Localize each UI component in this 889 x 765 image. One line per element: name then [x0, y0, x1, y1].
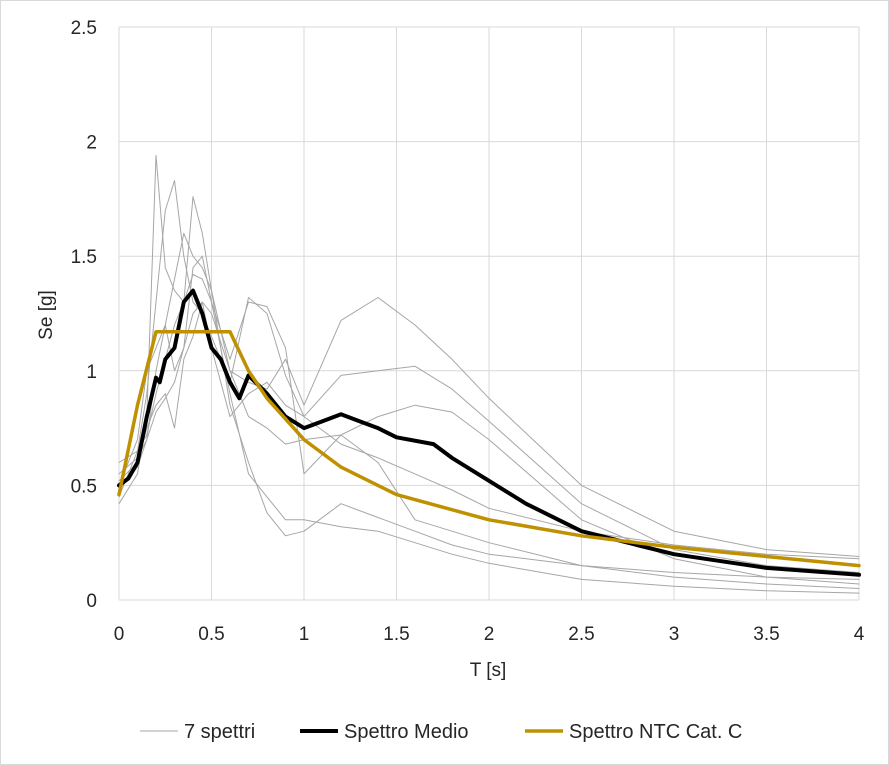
series-layer — [117, 154, 861, 594]
x-tick-label: 2.5 — [568, 624, 594, 645]
x-tick-labels: 0 0.5 1 1.5 2 2.5 3 3.5 4 — [114, 624, 865, 645]
x-tick-label: 3 — [669, 624, 680, 645]
y-tick-label: 1.5 — [71, 247, 97, 268]
y-tick-label: 2 — [86, 133, 97, 154]
series-spettro-6 — [118, 301, 860, 585]
legend-label-ntc: Spettro NTC Cat. C — [569, 721, 742, 743]
x-tick-label: 4 — [854, 624, 865, 645]
y-tick-label: 0.5 — [71, 476, 97, 497]
y-tick-label: 1 — [86, 362, 97, 383]
x-tick-label: 3.5 — [753, 624, 779, 645]
series-spettro-ntc — [117, 330, 861, 568]
legend: 7 spettri Spettro Medio Spettro NTC Cat.… — [140, 721, 742, 743]
y-tick-label: 0 — [86, 591, 97, 612]
series-spettro-1 — [118, 180, 860, 560]
series-spettro-2 — [118, 154, 860, 580]
x-tick-label: 2 — [484, 624, 495, 645]
y-axis-title: Se [g] — [36, 290, 57, 340]
y-tick-labels: 0 0.5 1 1.5 2 2.5 — [71, 18, 97, 612]
x-tick-label: 0 — [114, 624, 125, 645]
series-spettro-7 — [118, 255, 860, 594]
x-tick-label: 0.5 — [198, 624, 224, 645]
y-tick-label: 2.5 — [71, 18, 97, 39]
x-axis-title: T [s] — [470, 660, 507, 681]
grid — [118, 26, 860, 601]
x-tick-label: 1 — [299, 624, 310, 645]
legend-label-medio: Spettro Medio — [344, 721, 469, 743]
legend-label-spettri: 7 spettri — [184, 721, 255, 743]
x-tick-label: 1.5 — [383, 624, 409, 645]
